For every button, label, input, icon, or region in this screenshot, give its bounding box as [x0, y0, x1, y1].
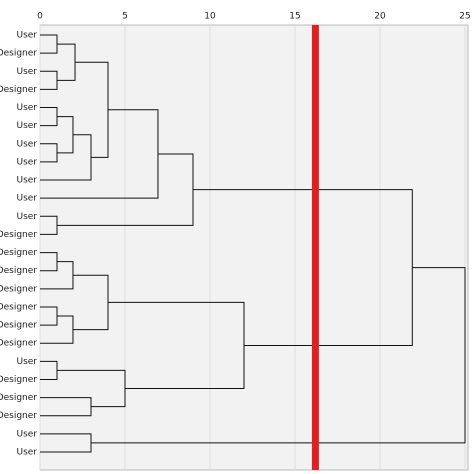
leaf-label: User [16, 357, 37, 367]
leaf-label: Designer [0, 321, 37, 331]
x-tick-label: 15 [289, 12, 300, 22]
leaf-label: Designer [0, 266, 37, 276]
leaf-label: Designer [0, 49, 37, 59]
leaf-label: User [16, 212, 37, 222]
x-tick-label: 10 [204, 12, 216, 22]
leaf-label: User [16, 31, 37, 41]
leaf-label: Designer [0, 248, 37, 258]
leaf-label: User [16, 157, 37, 167]
plot-area [39, 24, 469, 471]
x-tick-label: 5 [122, 12, 128, 22]
leaf-label: Designer [0, 375, 37, 385]
x-tick-label: 20 [374, 12, 386, 22]
x-tick-label: 0 [37, 12, 43, 22]
leaf-label: Designer [0, 393, 37, 403]
x-tick-label: 25 [459, 12, 470, 22]
leaf-label: User [16, 448, 37, 458]
leaf-label: Designer [0, 230, 37, 240]
leaf-label: Designer [0, 284, 37, 294]
leaf-label: User [16, 194, 37, 204]
leaf-label: Designer [0, 339, 37, 349]
leaf-label: Designer [0, 85, 37, 95]
leaf-label: User [16, 176, 37, 186]
dendrogram-link [91, 267, 466, 444]
leaf-label: Designer [0, 411, 37, 421]
leaf-label: User [16, 139, 37, 149]
leaf-label: Designer [0, 302, 37, 312]
leaf-label: User [16, 67, 37, 77]
leaf-label: User [16, 121, 37, 131]
leaf-label: User [16, 429, 37, 439]
leaf-label: User [16, 103, 37, 113]
